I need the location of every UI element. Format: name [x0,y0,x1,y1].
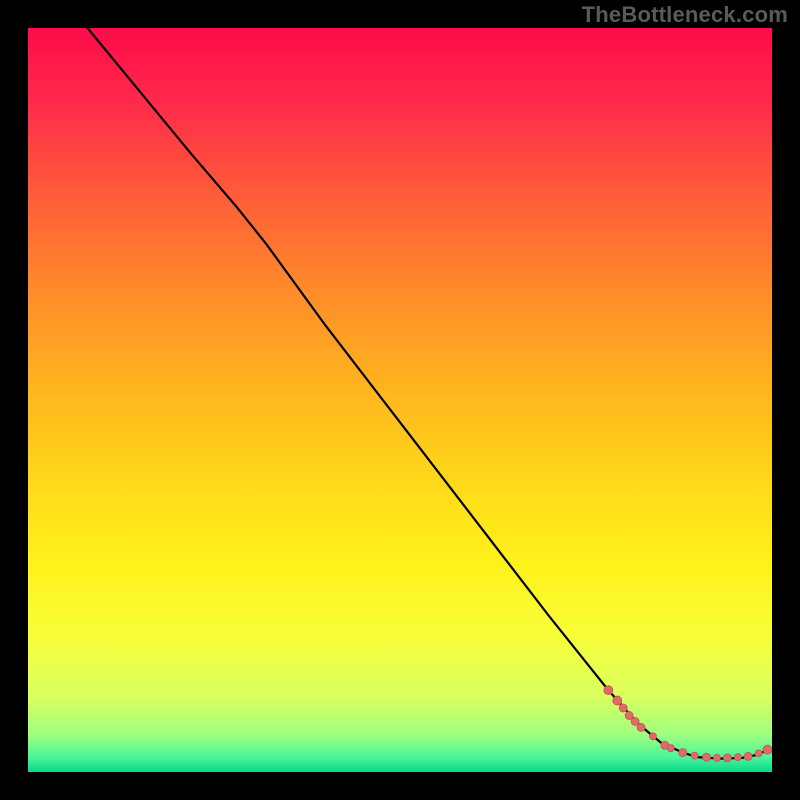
data-point [744,752,752,760]
data-point [631,717,639,725]
data-point [763,745,772,754]
data-point [691,752,698,759]
data-point [604,686,613,695]
watermark-text: TheBottleneck.com [582,2,788,28]
data-point [619,704,627,712]
data-point [734,754,741,761]
data-point [637,723,645,731]
data-point [613,696,622,705]
data-point [679,749,687,757]
data-point [649,733,656,740]
data-point [755,750,762,757]
data-point [703,753,711,761]
chart-frame: TheBottleneck.com [0,0,800,800]
gradient-background [28,28,772,772]
data-point [625,711,633,719]
plot-area [28,28,772,772]
data-point [723,754,731,762]
data-point [713,754,720,761]
data-point [667,745,674,752]
chart-svg [28,28,772,772]
